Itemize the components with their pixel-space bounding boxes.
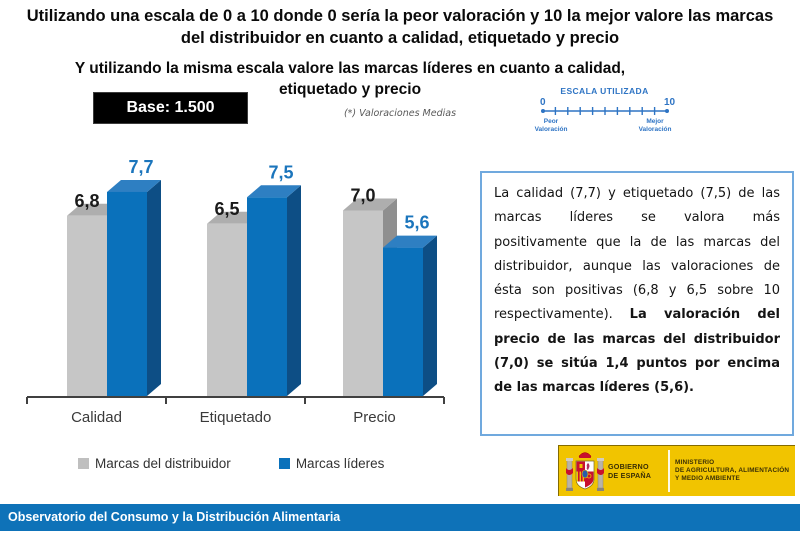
legend-item-distribuidor: Marcas del distribuidor: [78, 456, 231, 471]
footer-text: Observatorio del Consumo y la Distribuci…: [8, 510, 341, 524]
spain-coat-of-arms-icon: [566, 449, 604, 491]
scale-left-caption: Peor Valoración: [534, 118, 568, 134]
analysis-text-bold: La valoración del precio de las marcas d…: [494, 307, 780, 396]
svg-text:Etiquetado: Etiquetado: [200, 409, 272, 426]
legend-label-lideres: Marcas líderes: [295, 456, 385, 471]
legend-swatch-blue: [278, 458, 290, 469]
page-title: Utilizando una escala de 0 a 10 donde 0 …: [26, 7, 774, 47]
logo-separator: [668, 450, 670, 492]
svg-text:7,7: 7,7: [128, 157, 153, 177]
scale-right-caption: Mejor Valoración: [638, 118, 672, 134]
svg-text:7,5: 7,5: [268, 162, 293, 182]
chart-legend: Marcas del distribuidor Marcas líderes: [78, 456, 384, 471]
legend-swatch-gray: [78, 458, 89, 469]
ministerio-text: MINISTERIO DE AGRICULTURA, ALIMENTACIÓN …: [675, 458, 790, 483]
legend-label-distribuidor: Marcas del distribuidor: [95, 456, 231, 471]
footer-bar: Observatorio del Consumo y la Distribuci…: [0, 504, 800, 531]
svg-text:5,6: 5,6: [404, 213, 429, 233]
analysis-text-normal: La calidad (7,7) y etiquetado (7,5) de l…: [494, 186, 780, 323]
scale-max-label: 10: [664, 97, 676, 108]
svg-text:6,5: 6,5: [214, 199, 239, 219]
legend-item-lideres: Marcas líderes: [278, 456, 385, 471]
scale-line-icon: [541, 107, 669, 115]
page-subtitle: Y utilizando la misma escala valore las …: [74, 60, 626, 98]
valoraciones-medias-note: (*) Valoraciones Medias: [343, 108, 457, 119]
base-badge: Base: 1.500: [93, 92, 248, 124]
scale-title: ESCALA UTILIZADA: [560, 86, 649, 96]
analysis-box: La calidad (7,7) y etiquetado (7,5) de l…: [480, 171, 794, 436]
scale-min-label: 0: [540, 97, 546, 108]
government-logo: GOBIERNO DE ESPAÑA MINISTERIO DE AGRICUL…: [558, 445, 795, 496]
svg-text:6,8: 6,8: [74, 191, 99, 211]
svg-text:Calidad: Calidad: [71, 409, 122, 426]
svg-text:Precio: Precio: [353, 409, 396, 426]
svg-text:7,0: 7,0: [350, 186, 375, 206]
bar-chart: 6,8 7,7 6,5 7,5 7,0 5,6 Calidad Etiquetado Preci…: [26, 157, 445, 426]
gobierno-text: GOBIERNO DE ESPAÑA: [608, 462, 652, 480]
scale-widget: ESCALA UTILIZADA 0 10 Peor Valoración Me…: [512, 86, 697, 144]
base-label: Base: 1.500: [126, 99, 215, 116]
